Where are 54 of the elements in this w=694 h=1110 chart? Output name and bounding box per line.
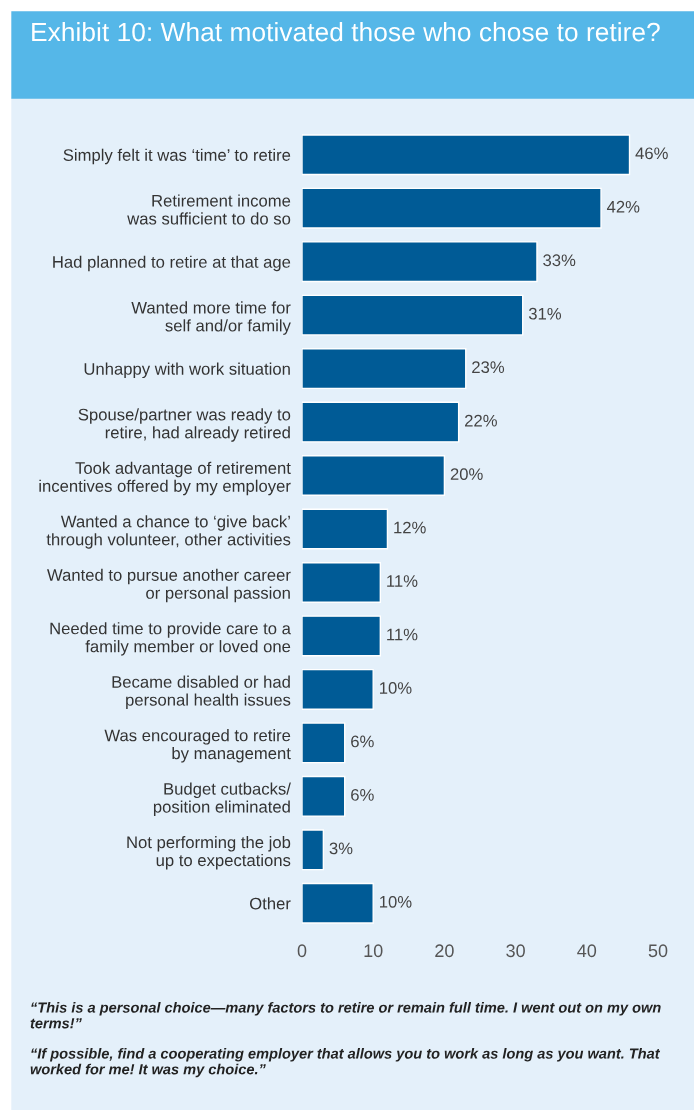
data-label: 10% [380,895,412,908]
data-label: 6% [351,735,374,748]
y-tick-label: Retirement income was sufficient to do so [127,194,291,225]
data-label: 20% [450,468,483,481]
bar [302,775,346,817]
bar [302,187,602,229]
y-tick-label: Not performing the job up to expectations [127,835,291,870]
text: “If possible, find a cooperating employer that allows you to work as long as you want. That worked for me! It was my choice.” [30,1048,661,1078]
bar [302,615,382,657]
y-tick-label: Wanted a chance to ‘give back’ through volunteer, other activities [46,515,291,549]
x-tick-label: 30 [506,944,525,958]
y-tick-label: Wanted more time for self and/or family [131,301,291,335]
data-label: 33% [543,254,576,267]
bar [302,134,631,176]
bar [302,508,389,550]
y-tick-label: Spouse/partner was ready to retire, had already retired [78,408,291,442]
bar [302,455,446,497]
x-tick-label: 10 [364,944,383,958]
bar [302,722,346,764]
bar [302,882,374,924]
data-label: 46% [635,147,668,160]
x-tick-label: 40 [577,944,597,958]
x-tick-label: 0 [297,944,307,958]
x-tick-label: 20 [435,944,454,958]
bar [302,829,325,871]
y-tick-label: Unhappy with work situation [84,362,290,379]
data-label: 12% [394,521,426,534]
y-tick-label: Had planned to retire at that age [53,255,291,272]
data-label: 11% [387,628,418,641]
bar [302,294,524,336]
data-label: 22% [465,414,497,427]
data-label: 42% [606,200,640,213]
data-label: 11% [387,575,418,587]
y-tick-label: Wanted to pursue another career or personal passion [47,568,291,603]
y-tick-label: Was encouraged to retire by management [104,729,291,763]
text: “This is a personal choice—many factors to retire or remain full time. I went out on my own terms!” [30,1002,661,1029]
y-tick-label: Simply felt it was ‘time’ to retire [63,148,291,165]
data-label: 3% [329,842,353,855]
data-label: 10% [380,682,412,694]
y-tick-label: Needed time to provide care to a family member or loved one [50,622,291,656]
y-tick-label: Other [250,897,291,910]
y-tick-label: Took advantage of retirement incentives offered by my employer [39,461,291,496]
data-label: 23% [472,361,505,374]
chart-title: Exhibit 10: What motivated those who chose to retire? [32,22,660,42]
bar [302,561,382,603]
y-tick-label: Became disabled or had personal health issues [112,675,291,710]
data-label: 31% [528,307,562,320]
x-tick-label: 50 [648,944,668,958]
y-tick-label: Budget cutbacks/ position eliminated [153,782,291,817]
bar [302,348,467,390]
bar [302,241,538,283]
data-label: 6% [351,789,374,801]
bar [302,401,460,443]
bar [302,668,374,710]
